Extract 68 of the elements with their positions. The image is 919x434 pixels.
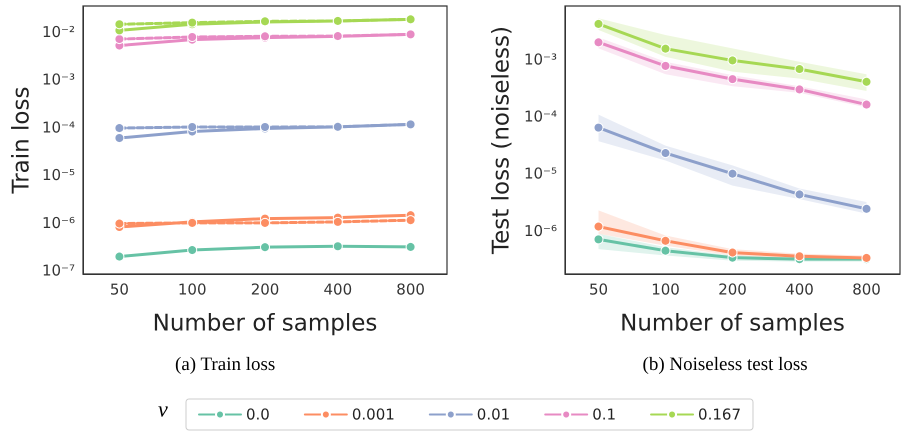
legend-label: 0.001 bbox=[352, 406, 395, 424]
point bbox=[660, 44, 670, 54]
y-axis-title: Train loss bbox=[8, 86, 34, 194]
legend-label: 0.1 bbox=[592, 406, 616, 424]
point bbox=[594, 234, 604, 244]
text: (b) Noiseless test loss bbox=[642, 354, 808, 375]
x-tick-label: 50 bbox=[110, 280, 129, 298]
point bbox=[862, 100, 872, 110]
point bbox=[862, 204, 872, 214]
point bbox=[594, 18, 604, 29]
legend-title: ν bbox=[158, 396, 168, 422]
point bbox=[260, 218, 270, 228]
point bbox=[260, 242, 270, 252]
point bbox=[114, 218, 124, 229]
y-tick-label: 10⁻³ bbox=[524, 50, 557, 68]
point bbox=[114, 34, 124, 44]
point bbox=[406, 242, 416, 252]
y-tick-label: 10⁻⁵ bbox=[42, 166, 75, 184]
point bbox=[728, 55, 738, 66]
point bbox=[594, 222, 604, 232]
point bbox=[794, 84, 804, 94]
x-tick-label: 50 bbox=[588, 280, 608, 298]
point bbox=[187, 122, 198, 132]
x-tick-label: 200 bbox=[250, 280, 280, 298]
point bbox=[406, 215, 416, 226]
x-tick-label: 100 bbox=[651, 280, 680, 298]
point bbox=[660, 236, 670, 246]
x-tick-label: 800 bbox=[852, 280, 881, 298]
point bbox=[114, 19, 124, 30]
point bbox=[660, 60, 670, 71]
point bbox=[114, 133, 124, 144]
point bbox=[728, 74, 738, 84]
y-axis-title: Test loss (noiseless) bbox=[488, 26, 515, 255]
point bbox=[332, 241, 343, 252]
y-tick-label: 10⁻² bbox=[42, 22, 75, 41]
point bbox=[794, 189, 804, 200]
y-tick-label: 10⁻⁴ bbox=[42, 118, 75, 136]
y-tick-label: 10⁻⁶ bbox=[524, 222, 557, 240]
point bbox=[594, 122, 604, 133]
y-tick-label: 10⁻⁷ bbox=[42, 262, 75, 280]
point bbox=[728, 248, 738, 258]
point bbox=[187, 32, 198, 42]
legend-label: 0.167 bbox=[698, 406, 742, 424]
y-tick-label: 10⁻⁶ bbox=[42, 214, 75, 232]
point bbox=[660, 246, 670, 256]
x-tick-label: 800 bbox=[396, 280, 425, 298]
x-tick-label: 400 bbox=[323, 280, 352, 298]
y-tick-label: 10⁻⁴ bbox=[524, 108, 557, 126]
legend-label: 0.0 bbox=[246, 406, 270, 424]
y-tick-label: 10⁻³ bbox=[42, 70, 75, 89]
x-tick-label: 100 bbox=[178, 280, 207, 298]
point bbox=[187, 245, 198, 256]
point bbox=[794, 251, 804, 262]
x-axis-title: Number of samples bbox=[152, 310, 378, 336]
point bbox=[114, 123, 124, 134]
point bbox=[660, 148, 670, 158]
point bbox=[862, 76, 872, 87]
point bbox=[332, 216, 343, 227]
x-tick-label: 200 bbox=[718, 280, 747, 298]
y-tick-label: 10⁻⁵ bbox=[524, 164, 557, 183]
x-axis-title: Number of samples bbox=[620, 310, 845, 336]
point bbox=[114, 252, 124, 262]
text: (a) Train loss bbox=[175, 354, 276, 375]
point bbox=[594, 37, 604, 48]
point bbox=[794, 64, 804, 74]
x-tick-label: 400 bbox=[785, 280, 814, 298]
point bbox=[728, 168, 738, 179]
legend-label: 0.01 bbox=[476, 406, 510, 424]
